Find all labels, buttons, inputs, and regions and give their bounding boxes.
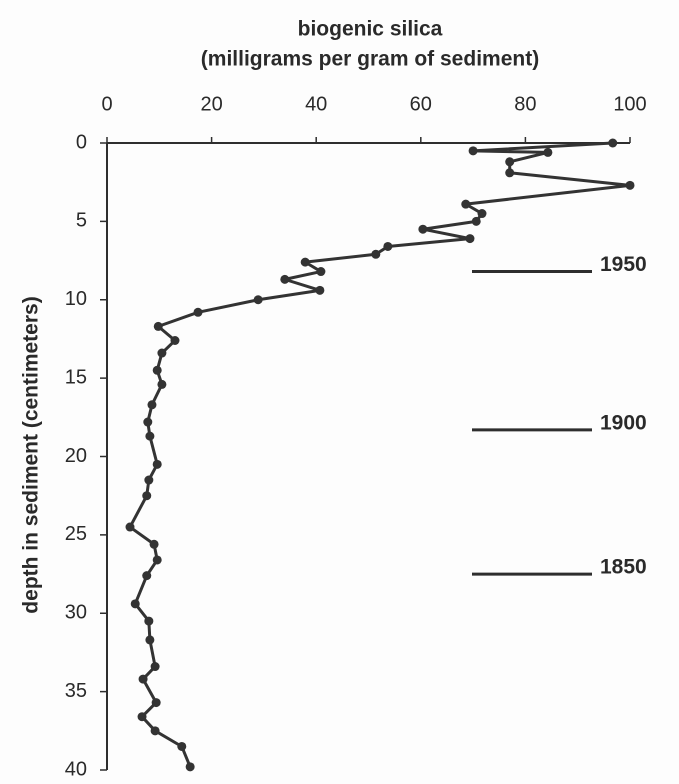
x-tick-label: 80: [514, 93, 536, 115]
data-point: [465, 234, 475, 244]
chart-title: (milligrams per gram of sediment): [201, 48, 539, 71]
x-tick-label: 100: [613, 93, 646, 115]
data-point: [152, 365, 162, 375]
data-point: [543, 147, 553, 157]
data-point: [300, 257, 310, 267]
data-point: [316, 267, 326, 277]
data-point: [177, 741, 187, 751]
data-point: [144, 475, 154, 485]
data-point: [383, 241, 393, 251]
data-point: [625, 180, 635, 190]
y-tick-label: 30: [65, 602, 87, 624]
data-point: [477, 209, 487, 219]
data-line: [128, 141, 632, 768]
data-point: [152, 555, 162, 565]
data-point: [142, 491, 152, 501]
data-point: [371, 249, 381, 259]
y-tick-label: 20: [65, 445, 87, 467]
data-point: [151, 698, 161, 708]
data-point: [144, 616, 154, 626]
data-point: [315, 285, 325, 295]
data-point: [125, 522, 135, 532]
data-point: [505, 168, 515, 178]
data-point: [138, 674, 148, 684]
data-point: [157, 348, 167, 358]
data-point: [185, 762, 195, 772]
y-tick-label: 25: [65, 523, 87, 545]
data-point: [505, 157, 515, 167]
data-point: [170, 336, 180, 346]
y-tick-label: 10: [65, 288, 87, 310]
data-point: [130, 599, 140, 609]
data-point: [468, 146, 478, 156]
data-point: [608, 138, 618, 148]
data-point: [142, 571, 152, 581]
y-tick-label: 0: [76, 131, 87, 153]
data-point: [471, 216, 481, 226]
data-point: [147, 400, 157, 410]
y-tick-label: 35: [65, 680, 87, 702]
y-axis-title: depth in sediment (centimeters): [20, 296, 43, 613]
data-point: [145, 635, 155, 645]
date-label: 1900: [600, 411, 647, 434]
x-tick-label: 0: [101, 93, 112, 115]
y-tick-label: 15: [65, 366, 87, 388]
data-point: [145, 431, 155, 441]
y-tick-label: 40: [65, 758, 87, 780]
data-point: [152, 459, 162, 469]
data-point: [253, 295, 263, 305]
y-tick-label: 5: [76, 210, 87, 232]
date-label: 1950: [600, 253, 647, 276]
data-point: [280, 274, 290, 284]
data-point: [149, 539, 159, 549]
data-point: [150, 662, 160, 672]
x-tick-label: 20: [200, 93, 222, 115]
date-label: 1850: [600, 556, 647, 579]
data-point: [461, 199, 471, 209]
data-point: [157, 379, 167, 389]
data-point: [153, 321, 163, 331]
x-tick-label: 60: [410, 93, 432, 115]
data-point: [418, 224, 428, 234]
x-tick-label: 40: [305, 93, 327, 115]
data-point: [137, 712, 147, 722]
chart-title: biogenic silica: [298, 18, 443, 41]
data-point: [150, 726, 160, 736]
data-point: [193, 307, 203, 317]
data-point: [143, 417, 153, 427]
